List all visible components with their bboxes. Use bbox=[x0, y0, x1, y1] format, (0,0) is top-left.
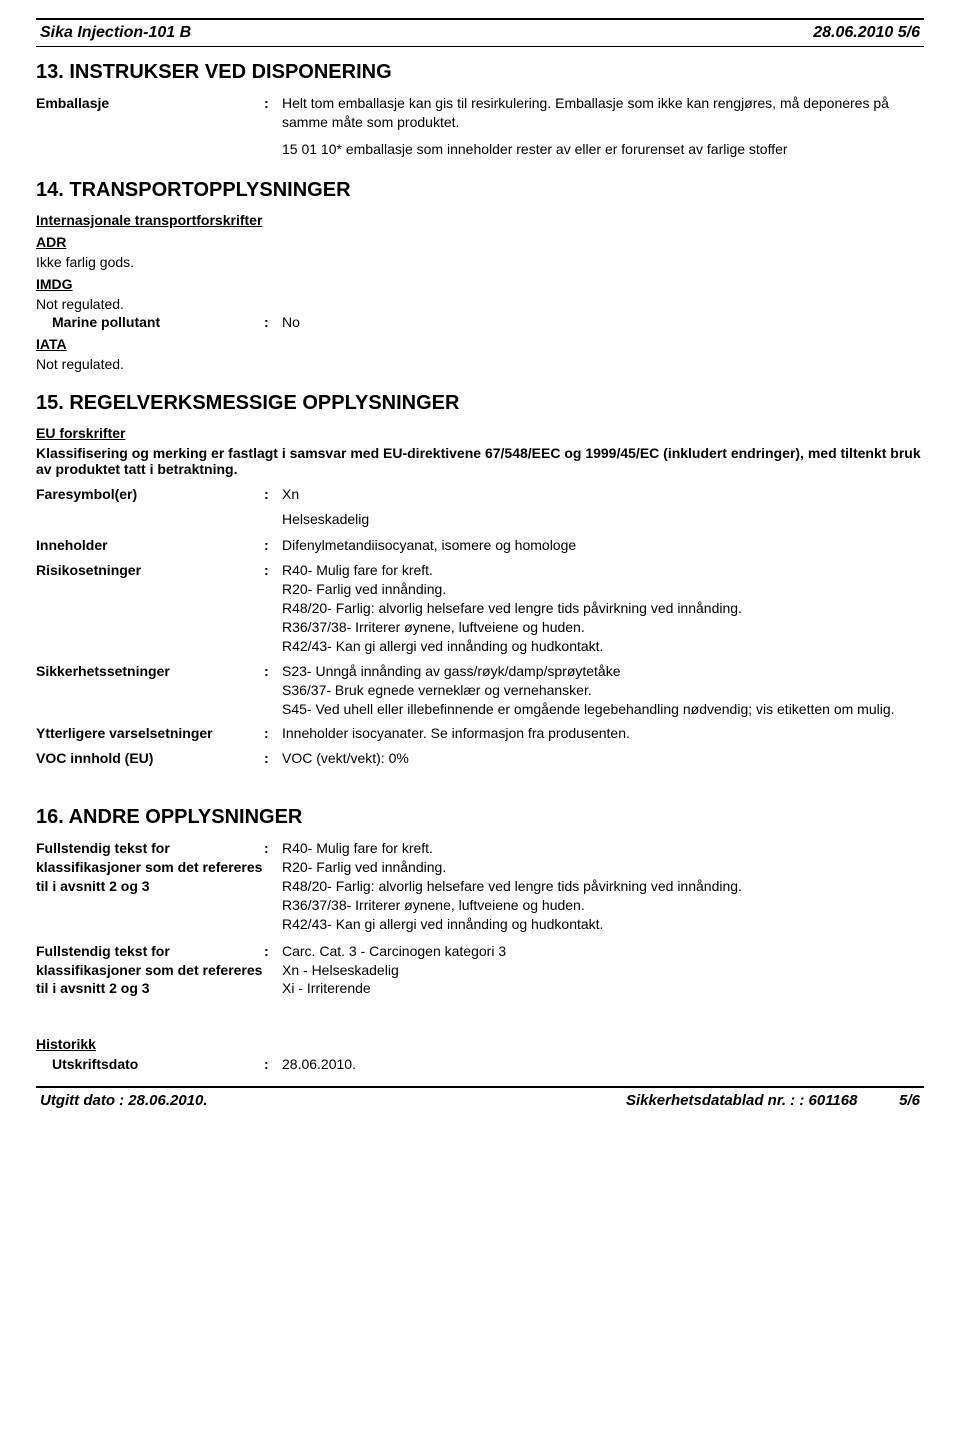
section-15-title: 15. REGELVERKSMESSIGE OPPLYSNINGER bbox=[36, 392, 924, 415]
adr-label: ADR bbox=[36, 234, 924, 250]
emballasje-code: 15 01 10* emballasje som inneholder rest… bbox=[282, 140, 924, 159]
colon: : bbox=[264, 942, 282, 999]
footer-page: 5/6 bbox=[899, 1092, 920, 1109]
r-line: R42/43- Kan gi allergi ved innånding og … bbox=[282, 915, 924, 934]
inneholder-label: Inneholder bbox=[36, 536, 264, 555]
header-date: 28.06.2010 5/6 bbox=[813, 24, 920, 42]
historikk-label: Historikk bbox=[36, 1036, 924, 1052]
section-14-title: 14. TRANSPORTOPPLYSNINGER bbox=[36, 179, 924, 202]
voc-val: VOC (vekt/vekt): 0% bbox=[282, 749, 924, 768]
colon: : bbox=[264, 839, 282, 933]
colon: : bbox=[264, 536, 282, 555]
faresymbol-val: Xn bbox=[282, 485, 924, 504]
imdg-label: IMDG bbox=[36, 276, 924, 292]
adr-text: Ikke farlig gods. bbox=[36, 254, 924, 270]
colon: : bbox=[264, 561, 282, 655]
cat-line: Xn - Helseskadelig bbox=[282, 961, 924, 980]
emballasje-label: Emballasje bbox=[36, 94, 264, 132]
r-line: R40- Mulig fare for kreft. bbox=[282, 839, 924, 858]
risk-line: R48/20- Farlig: alvorlig helsefare ved l… bbox=[282, 599, 924, 618]
fullstendig-cat-lines: Carc. Cat. 3 - Carcinogen kategori 3 Xn … bbox=[282, 942, 924, 999]
colon: : bbox=[264, 724, 282, 743]
fullstendig-cat-label: Fullstendig tekst for klassifikasjoner s… bbox=[36, 942, 264, 999]
sikkerhet-lines: S23- Unngå innånding av gass/røyk/damp/s… bbox=[282, 662, 924, 719]
iata-notreg: Not regulated. bbox=[36, 356, 924, 372]
risk-line: R20- Farlig ved innånding. bbox=[282, 580, 924, 599]
cat-line: Carc. Cat. 3 - Carcinogen kategori 3 bbox=[282, 942, 924, 961]
footer-left: Utgitt dato : 28.06.2010. bbox=[40, 1092, 208, 1109]
colon: : bbox=[264, 662, 282, 719]
faresymbol-label: Faresymbol(er) bbox=[36, 485, 264, 504]
colon: : bbox=[264, 314, 282, 330]
colon: : bbox=[264, 749, 282, 768]
ytterligere-label: Ytterligere varselsetninger bbox=[36, 724, 264, 743]
r-line: R20- Farlig ved innånding. bbox=[282, 858, 924, 877]
fullstendig-r-label: Fullstendig tekst for klassifikasjoner s… bbox=[36, 839, 264, 933]
sikk-line: S36/37- Bruk egnede verneklær og verneha… bbox=[282, 681, 924, 700]
sikk-line: S23- Unngå innånding av gass/røyk/damp/s… bbox=[282, 662, 924, 681]
helseskadelig: Helseskadelig bbox=[282, 510, 924, 529]
risk-line: R42/43- Kan gi allergi ved innånding og … bbox=[282, 637, 924, 656]
cat-line: Xi - Irriterende bbox=[282, 979, 924, 998]
sikkerhet-label: Sikkerhetssetninger bbox=[36, 662, 264, 719]
emballasje-text: Helt tom emballasje kan gis til resirkul… bbox=[282, 94, 924, 132]
header-product: Sika Injection-101 B bbox=[40, 24, 191, 42]
section-16-title: 16. ANDRE OPPLYSNINGER bbox=[36, 806, 924, 829]
sikk-line: S45- Ved uhell eller illebefinnende er o… bbox=[282, 700, 924, 719]
risk-line: R40- Mulig fare for kreft. bbox=[282, 561, 924, 580]
eu-forskrifter: EU forskrifter bbox=[36, 425, 924, 441]
colon: : bbox=[264, 485, 282, 504]
footer-right: Sikkerhetsdatablad nr. : : 601168 bbox=[626, 1092, 858, 1109]
imdg-notreg: Not regulated. bbox=[36, 296, 924, 312]
inneholder-val: Difenylmetandiisocyanat, isomere og homo… bbox=[282, 536, 924, 555]
s14-subhead: Internasjonale transportforskrifter bbox=[36, 212, 924, 228]
r-line: R36/37/38- Irriterer øynene, luftveiene … bbox=[282, 896, 924, 915]
r-line: R48/20- Farlig: alvorlig helsefare ved l… bbox=[282, 877, 924, 896]
risk-line: R36/37/38- Irriterer øynene, luftveiene … bbox=[282, 618, 924, 637]
ytterligere-val: Inneholder isocyanater. Se informasjon f… bbox=[282, 724, 924, 743]
risiko-label: Risikosetninger bbox=[36, 561, 264, 655]
section-13-title: 13. INSTRUKSER VED DISPONERING bbox=[36, 61, 924, 84]
colon: : bbox=[264, 1056, 282, 1072]
s15-intro: Klassifisering og merking er fastlagt i … bbox=[36, 445, 924, 477]
marine-label: Marine pollutant bbox=[52, 314, 264, 330]
marine-val: No bbox=[282, 314, 300, 330]
voc-label: VOC innhold (EU) bbox=[36, 749, 264, 768]
risiko-lines: R40- Mulig fare for kreft. R20- Farlig v… bbox=[282, 561, 924, 655]
fullstendig-r-lines: R40- Mulig fare for kreft. R20- Farlig v… bbox=[282, 839, 924, 933]
utskriftsdato-val: 28.06.2010. bbox=[282, 1056, 356, 1072]
colon: : bbox=[264, 94, 282, 132]
iata-label: IATA bbox=[36, 336, 924, 352]
utskriftsdato-label: Utskriftsdato bbox=[52, 1056, 264, 1072]
